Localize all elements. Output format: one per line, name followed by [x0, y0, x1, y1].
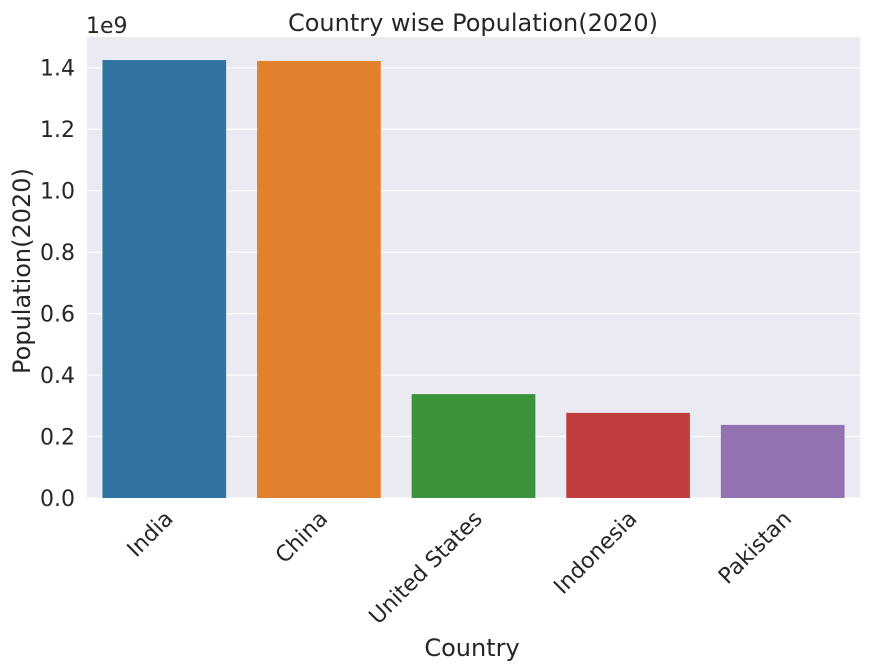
- x-tick-label: Indonesia: [549, 507, 642, 600]
- y-axis-title: Population(2020): [8, 168, 36, 374]
- bar-china: [257, 60, 381, 499]
- bar-pakistan: [720, 424, 845, 498]
- x-tick-label: India: [123, 507, 179, 563]
- bar-indonesia: [566, 412, 690, 498]
- y-tick-label: 0.8: [40, 241, 75, 266]
- y-tick-label: 1.4: [40, 57, 75, 82]
- bar-united-states: [411, 394, 536, 498]
- y-tick-label: 0.2: [40, 426, 75, 451]
- x-tick-labels: India China United States Indonesia Pakistan: [123, 507, 797, 630]
- x-axis-title: Country: [424, 634, 519, 662]
- y-tick-labels: 0.0 0.2 0.4 0.6 0.8 1.0 1.2 1.4: [40, 57, 75, 512]
- bars: [102, 60, 845, 499]
- x-tick-label: China: [271, 507, 333, 569]
- chart-title: Country wise Population(2020): [288, 9, 658, 37]
- y-tick-label: 0.6: [40, 303, 75, 328]
- x-tick-label: Pakistan: [714, 507, 797, 590]
- y-axis-multiplier: 1e9: [86, 14, 128, 39]
- y-tick-label: 1.0: [40, 180, 75, 205]
- y-tick-label: 0.4: [40, 364, 75, 389]
- bar-india: [102, 60, 227, 499]
- y-tick-label: 0.0: [40, 487, 75, 512]
- x-tick-label: United States: [365, 507, 488, 630]
- y-tick-label: 1.2: [40, 118, 75, 143]
